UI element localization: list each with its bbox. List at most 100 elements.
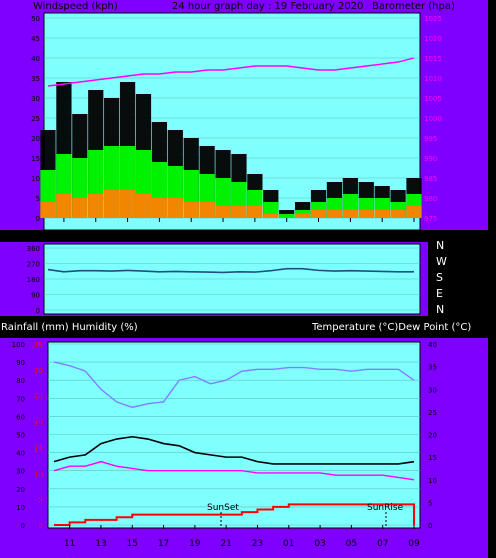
temperature-y-tick-label: 15 [428, 454, 437, 462]
climate-x-tick-label: 11 [64, 539, 75, 549]
barometer-y-tick-label: 985 [424, 175, 437, 183]
wind-x-tick-label: 03 [313, 232, 324, 242]
direction-grid [44, 247, 420, 311]
direction-axes: 360 270 180 90 0 [27, 245, 40, 315]
humidity-y-tick-label: 60 [16, 413, 25, 421]
humidity-y-tick-label: 100 [12, 341, 25, 349]
humidity-y-tick-label: 0 [21, 522, 25, 530]
compass-n-top: N [436, 239, 444, 252]
humidity-y-tick-label: 50 [16, 432, 25, 440]
rain-y-tick-label: 20 [34, 419, 43, 427]
wind-low-bar [88, 194, 104, 218]
temperature-y-tick-label: 10 [428, 477, 437, 485]
temperature-y-tick-label: 40 [428, 341, 437, 349]
sunset-label: SunSet [207, 503, 239, 513]
climate-grid [48, 343, 420, 526]
wind-axes: 0510152025303540455097598098599099510001… [31, 15, 442, 242]
wind-x-tick-label: 15 [122, 232, 133, 242]
barometer-y-tick-label: 1015 [424, 55, 442, 63]
barometer-y-tick-label: 990 [424, 155, 437, 163]
temperature-y-tick-label: 30 [428, 386, 437, 394]
wind-y-tick-label: 25 [31, 115, 40, 123]
humidity-line [53, 361, 415, 409]
wind-low-bar [294, 214, 311, 218]
climate-panel [47, 341, 421, 529]
compass-n-bottom: N [436, 303, 444, 316]
compass-s: S [436, 271, 443, 284]
barometer-y-tick-label: 995 [424, 135, 437, 143]
wind-low-bar [56, 194, 72, 218]
compass-e: E [436, 287, 443, 300]
climate-series [53, 361, 415, 526]
wind-low-bar [326, 210, 343, 218]
climate-left-label: Rainfall (mm) Humidity (%) [1, 322, 138, 333]
wind-low-bar [358, 210, 374, 218]
wind-y-tick-label: 45 [31, 35, 40, 43]
wind-low-bar [310, 210, 327, 218]
direction-y-tick-label: 0 [36, 307, 40, 315]
wind-low-bar [104, 190, 120, 218]
wind-low-bar [167, 198, 183, 218]
wind-low-bar [199, 202, 215, 218]
wind-y-tick-label: 20 [31, 135, 40, 143]
rain-y-tick-label: 25 [34, 393, 43, 401]
temperature-line [53, 435, 415, 465]
climate-x-tick-label: 15 [127, 539, 138, 549]
wind-low-bar [231, 206, 247, 218]
climate-right-label: Temperature (°C)Dew Point (°C) [311, 322, 471, 333]
temperature-y-tick-label: 35 [428, 364, 437, 372]
rain-y-tick-label: 5 [39, 496, 43, 504]
humidity-y-tick-label: 80 [16, 377, 25, 385]
temperature-y-tick-label: 20 [428, 432, 437, 440]
wind-low-bar [215, 206, 231, 218]
barometer-y-tick-label: 1010 [424, 75, 442, 83]
humidity-y-tick-label: 10 [16, 504, 25, 512]
direction-y-tick-label: 270 [27, 261, 40, 269]
barometer-y-tick-label: 1000 [424, 115, 442, 123]
direction-line [47, 267, 414, 274]
compass-box [428, 236, 488, 318]
barometer-y-tick-label: 980 [424, 195, 437, 203]
wind-y-tick-label: 35 [31, 75, 40, 83]
climate-x-tick-label: 09 [408, 539, 420, 549]
sunrise-label: SunRise [367, 503, 404, 513]
humidity-y-tick-label: 30 [16, 468, 25, 476]
wind-x-tick-label: 11 [58, 232, 69, 242]
climate-x-tick-label: 13 [95, 539, 106, 549]
rainfall-line [54, 503, 415, 526]
rain-y-tick-label: 0 [39, 522, 43, 530]
compass-w: W [436, 255, 447, 268]
wind-x-tick-label: 19 [185, 232, 197, 242]
barometer-y-tick-label: 1020 [424, 35, 442, 43]
barometer-y-tick-label: 1025 [424, 15, 442, 23]
wind-low-bar [263, 214, 279, 218]
wind-avg-bar [279, 214, 295, 218]
wind-low-bar [72, 198, 88, 218]
direction-y-tick-label: 90 [31, 292, 40, 300]
humidity-y-tick-label: 90 [16, 359, 25, 367]
temperature-y-tick-label: 25 [428, 409, 437, 417]
wind-x-tick-label: 23 [249, 232, 260, 242]
climate-x-tick-label: 03 [314, 539, 325, 549]
climate-x-tick-label: 07 [377, 539, 388, 549]
wind-x-tick-label: 09 [408, 232, 420, 242]
humidity-y-tick-label: 20 [16, 486, 25, 494]
wind-y-tick-label: 0 [36, 215, 40, 223]
direction-series [47, 267, 414, 274]
wind-low-bar [183, 202, 199, 218]
frame-right-border [488, 0, 496, 558]
climate-x-tick-label: 23 [252, 539, 263, 549]
wind-low-bar [151, 198, 168, 218]
direction-y-tick-label: 180 [27, 276, 40, 284]
wind-low-bar [247, 206, 263, 218]
temperature-y-tick-label: 0 [428, 522, 432, 530]
rain-y-tick-label: 30 [34, 367, 43, 375]
wind-x-tick-label: 21 [217, 232, 228, 242]
wind-x-tick-label: 01 [281, 232, 292, 242]
barometer-y-tick-label: 1005 [424, 95, 442, 103]
climate-axes: 0102030405060708090100051015202530350510… [12, 341, 437, 549]
climate-x-tick-label: 05 [346, 539, 357, 549]
barometer-y-tick-label: 975 [424, 215, 437, 223]
wind-low-bar [342, 210, 358, 218]
